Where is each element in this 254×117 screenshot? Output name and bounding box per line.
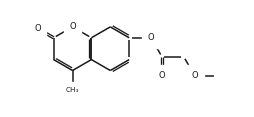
Text: O: O: [34, 24, 41, 33]
Text: CH₃: CH₃: [66, 87, 79, 93]
Text: O: O: [191, 71, 198, 80]
Text: O: O: [69, 22, 76, 31]
Text: O: O: [148, 33, 154, 42]
Text: O: O: [158, 71, 165, 80]
